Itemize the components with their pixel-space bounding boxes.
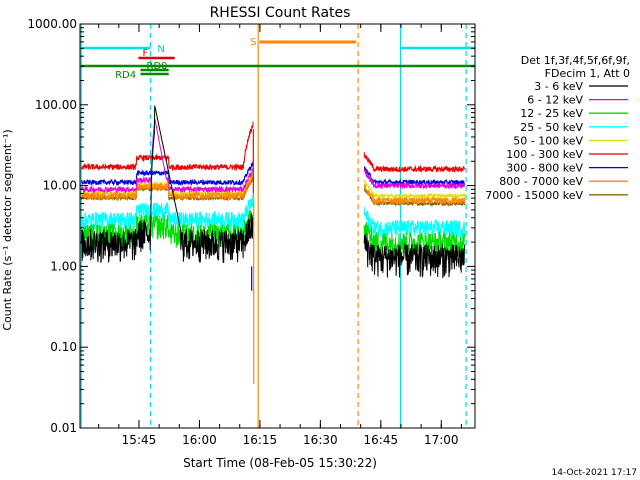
flag-label-rd4: RD4 [115,70,136,81]
x-tick-label: 16:30 [303,433,338,447]
legend-item-9: 7000 - 15000 keV [485,189,583,202]
x-tick-label: 15:45 [122,433,157,447]
legend-item-7: 300 - 800 keV [506,162,583,175]
series-6-12-kev-seg2 [363,168,466,190]
x-tick-label: 16:45 [364,433,399,447]
series-100-300-kev-seg2 [363,152,466,174]
series-50-100-kev-seg2 [363,179,466,199]
legend-item-8: 800 - 7000 keV [499,175,583,188]
series-3-6-kev-seg1 [80,105,254,264]
legend-header-2: FDecim 1, Att 0 [545,67,630,80]
flag-label-n: N [157,44,164,55]
legend-item-2: 6 - 12 keV [527,94,583,107]
y-axis-label: Count Rate (s⁻¹ detector segment⁻¹) [1,129,14,330]
plot-frame [79,23,476,429]
legend-item-5: 50 - 100 keV [513,134,583,147]
y-tick-label: 0.10 [50,340,77,354]
x-tick-label: 16:15 [243,433,278,447]
x-tick-labels: 15:45 16:00 16:15 16:30 16:45 17:00 [122,433,459,447]
legend-item-4: 25 - 50 keV [520,121,583,134]
y-tick-label: 10.00 [43,179,77,193]
series-800-7000-kev-seg2 [363,184,466,206]
legend-header-1: Det 1f,3f,4f,5f,6f,9f, [521,54,630,67]
series-6-12-kev-seg1 [80,118,254,194]
footer-date: 14-Oct-2021 17:17 [552,468,637,478]
x-tick-label: 16:00 [182,433,217,447]
legend-item-1: 3 - 6 keV [534,80,583,93]
x-axis-label: Start Time (08-Feb-05 15:30:22) [183,456,377,470]
series-100-300-kev-seg1 [80,121,254,172]
y-tick-labels: 0.01 0.10 1.00 10.00 100.00 1000.00 [27,17,77,435]
series-traces [80,105,466,385]
y-tick-label: 1000.00 [27,17,77,31]
series-25-50-kev-seg2 [363,206,466,239]
chart-title: RHESSI Count Rates [210,5,351,21]
flag-label-f: F [142,48,148,59]
flag-bars: FNRD0RD4S [81,37,475,81]
x-tick-label: 17:00 [424,433,459,447]
series-800-7000-kev-seg1 [80,174,254,202]
legend: Det 1f,3f,4f,5f,6f,9f, FDecim 1, Att 0 3… [485,54,630,202]
series-3-6-kev-seg2 [363,233,466,279]
series-12-25-kev-seg1 [80,210,254,251]
legend-item-6: 100 - 300 keV [506,148,583,161]
y-tick-label: 100.00 [35,98,77,112]
y-tick-label: 0.01 [50,421,77,435]
y-tick-label: 1.00 [50,259,77,273]
flag-label-s: S [250,37,256,48]
axes [79,23,476,429]
series-300-800-kev-seg1 [80,160,254,187]
legend-item-3: 12 - 25 keV [520,107,583,120]
